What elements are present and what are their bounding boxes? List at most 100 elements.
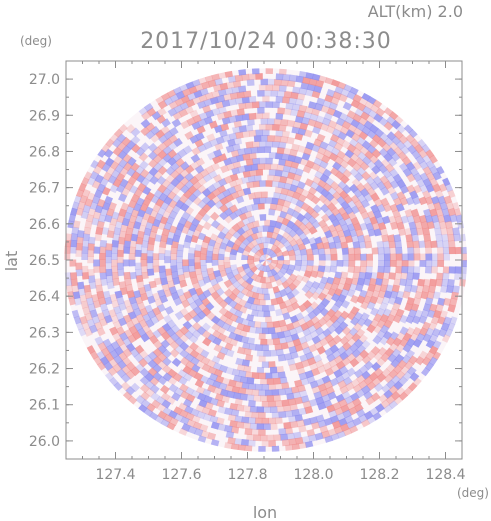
radar-gate-cell (256, 225, 264, 233)
radar-gate-cell (71, 284, 80, 293)
radar-gate-cell (187, 425, 198, 435)
radar-gate-cell (239, 376, 248, 384)
radar-gate-cell (226, 81, 235, 89)
radar-gate-cell (243, 301, 253, 310)
radar-gate-cell (345, 382, 355, 392)
radar-gate-cell (291, 320, 301, 329)
radar-gate-cell (300, 395, 310, 404)
radar-gate-cell (333, 369, 343, 379)
radar-gate-cell (410, 227, 419, 236)
radar-gate-cell (96, 290, 105, 299)
radar-gate-cell (258, 389, 266, 397)
radar-gate-cell (460, 253, 467, 261)
radar-gate-cell (349, 358, 360, 368)
radar-gate-cell (311, 280, 321, 290)
radar-gate-cell (390, 152, 401, 162)
radar-gate-cell (289, 420, 299, 429)
radar-gate-cell (159, 271, 167, 280)
radar-gate-cell (213, 174, 223, 183)
radar-gate-cell (452, 227, 460, 236)
radar-gate-cell (161, 227, 171, 237)
radar-gate-cell (370, 204, 380, 214)
radar-gate-cell (258, 412, 266, 419)
radar-gate-cell (323, 265, 332, 273)
radar-gate-cell (209, 397, 219, 406)
radar-gate-cell (146, 310, 157, 320)
radar-gate-cell (341, 247, 350, 255)
radar-gate-cell (181, 422, 191, 432)
radar-gate-cell (380, 158, 391, 168)
radar-gate-cell (302, 418, 312, 426)
radar-gate-cell (316, 242, 325, 250)
radar-gate-cell (231, 368, 241, 377)
radar-gate-cell (130, 143, 141, 153)
radar-gate-cell (266, 434, 275, 442)
radar-gate-cell (135, 274, 144, 283)
radar-gate-cell (418, 149, 428, 159)
radar-gate-cell (308, 344, 318, 353)
radar-gate-cell (365, 114, 376, 125)
radar-gate-cell (399, 365, 410, 375)
radar-gate-cell (172, 277, 181, 286)
radar-gate-cell (160, 277, 169, 286)
radar-gate-cell (104, 138, 115, 148)
radar-gate-cell (401, 253, 409, 261)
radar-gate-cell (409, 284, 418, 293)
radar-gate-cell (234, 415, 243, 423)
radar-gate-cell (300, 322, 310, 332)
radar-gate-cell (330, 253, 338, 261)
radar-gate-cell (412, 297, 422, 306)
radar-gate-cell (236, 277, 246, 286)
radar-gate-cell (324, 367, 335, 377)
radar-gate-cell (424, 246, 433, 255)
radar-gate-cell (271, 197, 280, 205)
radar-gate-cell (109, 326, 119, 336)
radar-gate-cell (247, 262, 256, 270)
radar-gate-cell (408, 128, 419, 139)
radar-gate-cell (115, 326, 126, 336)
radar-gate-cell (217, 423, 227, 432)
radar-gate-cell (182, 265, 190, 273)
radar-gate-cell (206, 244, 215, 252)
radar-gate-cell (351, 333, 362, 343)
radar-gate-cell (146, 249, 154, 257)
radar-gate-cell (323, 417, 333, 426)
radar-gate-cell (289, 403, 299, 412)
radar-gate-cell (167, 368, 178, 379)
radar-gate-cell (230, 426, 240, 434)
radar-gate-cell (170, 259, 178, 267)
radar-gate-cell (314, 359, 325, 369)
radar-gate-cell (246, 79, 255, 87)
radar-gate-cell (402, 290, 411, 300)
radar-gate-cell (293, 248, 302, 256)
radar-gate-cell (326, 107, 337, 116)
radar-gate-cell (369, 277, 378, 286)
radar-gate-cell (340, 371, 351, 381)
radar-gate-cell (301, 435, 311, 444)
radar-gate-cell (374, 128, 385, 138)
radar-gate-cell (404, 360, 414, 370)
radar-gate-cell (282, 96, 291, 104)
radar-gate-cell (253, 394, 261, 402)
radar-gate-cell (399, 278, 408, 287)
radar-gate-cell (249, 169, 257, 177)
radar-gate-cell (229, 420, 238, 428)
radar-gate-cell (229, 173, 239, 182)
radar-gate-cell (317, 247, 326, 256)
radar-gate-cell (211, 90, 221, 99)
radar-gate-cell (329, 196, 340, 206)
radar-gate-cell (87, 249, 95, 257)
radar-gate-cell (273, 78, 282, 86)
radar-gate-cell (308, 434, 317, 443)
radar-gate-cell (91, 217, 100, 226)
radar-gate-cell (334, 271, 343, 280)
radar-gate-cell (308, 285, 318, 295)
radar-gate-cell (123, 271, 131, 280)
radar-gate-cell (251, 411, 260, 419)
radar-gate-cell (238, 102, 247, 110)
radar-gate-cell (267, 118, 275, 125)
radar-gate-cell (99, 302, 109, 312)
radar-gate-cell (405, 278, 414, 287)
radar-gate-cell (307, 215, 317, 225)
radar-gate-cell (338, 112, 349, 122)
